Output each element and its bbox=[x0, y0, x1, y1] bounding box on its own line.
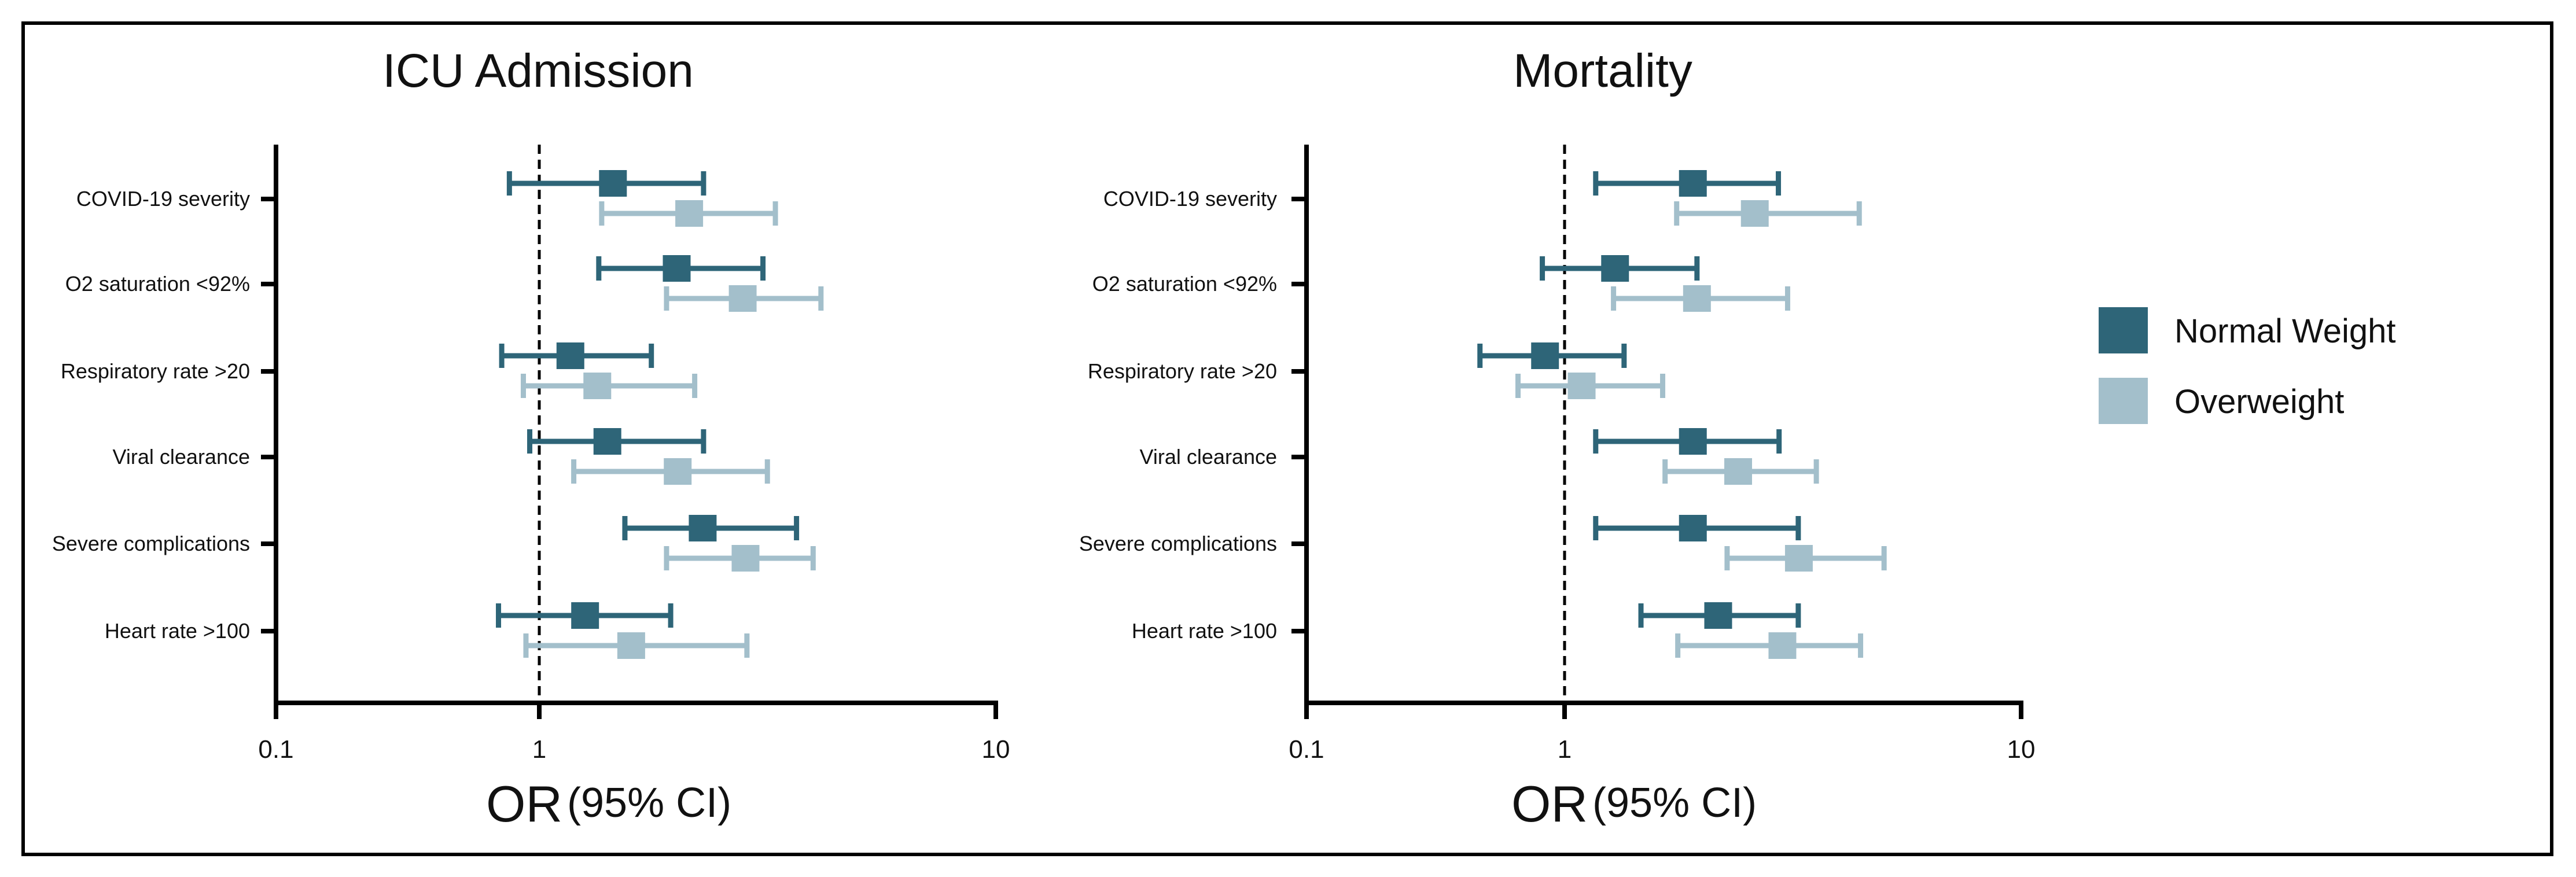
or-point-normal-weight bbox=[1601, 255, 1629, 282]
x-axis-label-or: OR bbox=[1511, 775, 1588, 832]
row-label: Severe complications bbox=[52, 532, 250, 555]
x-tick-label: 0.1 bbox=[1289, 735, 1324, 764]
x-tick-label: 1 bbox=[532, 735, 546, 764]
or-point-overweight bbox=[728, 285, 757, 312]
or-point-overweight bbox=[731, 545, 760, 572]
or-point-overweight bbox=[664, 458, 692, 485]
legend-label-overweight: Overweight bbox=[2174, 383, 2344, 421]
x-axis-label-ci: (95% CI) bbox=[1592, 780, 1757, 826]
panel-icu-admission: ICU Admission 0.1 1 10 OR (95% CI) COVID-19 se… bbox=[52, 45, 1010, 832]
or-point-overweight bbox=[617, 632, 645, 659]
x-axis-label-ci: (95% CI) bbox=[567, 780, 731, 826]
row-label: Viral clearance bbox=[113, 445, 250, 469]
legend-label-normal-weight: Normal Weight bbox=[2174, 312, 2396, 350]
row-label: Heart rate >100 bbox=[1132, 619, 1277, 643]
or-point-normal-weight bbox=[1531, 342, 1559, 369]
or-point-normal-weight bbox=[1679, 170, 1707, 197]
row-label: Respiratory rate >20 bbox=[1088, 359, 1277, 383]
row-label: COVID-19 severity bbox=[76, 187, 250, 211]
row-label: Viral clearance bbox=[1140, 445, 1277, 469]
row-label: O2 saturation <92% bbox=[1092, 272, 1277, 296]
or-point-normal-weight bbox=[556, 342, 584, 369]
or-point-normal-weight bbox=[571, 602, 599, 629]
or-point-normal-weight bbox=[1679, 515, 1707, 541]
x-tick-label: 0.1 bbox=[258, 735, 293, 764]
or-point-overweight bbox=[1567, 373, 1596, 399]
or-point-normal-weight bbox=[1704, 602, 1732, 629]
or-point-overweight bbox=[1740, 200, 1769, 227]
row-label: COVID-19 severity bbox=[1103, 187, 1277, 211]
or-point-normal-weight bbox=[689, 515, 717, 541]
or-point-overweight bbox=[1683, 285, 1711, 312]
or-point-normal-weight bbox=[1679, 428, 1707, 455]
or-point-overweight bbox=[1724, 458, 1752, 485]
legend: Normal Weight Overweight bbox=[2099, 307, 2396, 424]
or-point-normal-weight bbox=[593, 428, 621, 455]
or-point-overweight bbox=[1768, 632, 1797, 659]
or-point-normal-weight bbox=[599, 170, 627, 197]
row-label: Severe complications bbox=[1079, 532, 1277, 555]
figure-frame bbox=[21, 21, 2553, 856]
panel-mortality: Mortality 0.1 1 10 OR (95% CI) COVID-19 severi… bbox=[1079, 45, 2036, 832]
row-label: Respiratory rate >20 bbox=[61, 359, 250, 383]
row-label: Heart rate >100 bbox=[105, 619, 250, 643]
x-axis-label-or: OR bbox=[486, 775, 562, 832]
x-tick-label: 10 bbox=[2007, 735, 2036, 764]
or-point-overweight bbox=[583, 373, 612, 399]
legend-swatch-overweight bbox=[2099, 378, 2148, 424]
or-point-normal-weight bbox=[663, 255, 691, 282]
x-tick-label: 10 bbox=[982, 735, 1010, 764]
or-point-overweight bbox=[675, 200, 704, 227]
legend-swatch-normal-weight bbox=[2099, 307, 2148, 353]
chart-title: Mortality bbox=[1513, 45, 1692, 97]
x-tick-label: 1 bbox=[1558, 735, 1572, 764]
or-point-overweight bbox=[1784, 545, 1813, 572]
row-label: O2 saturation <92% bbox=[65, 272, 250, 296]
chart-title: ICU Admission bbox=[382, 45, 694, 97]
